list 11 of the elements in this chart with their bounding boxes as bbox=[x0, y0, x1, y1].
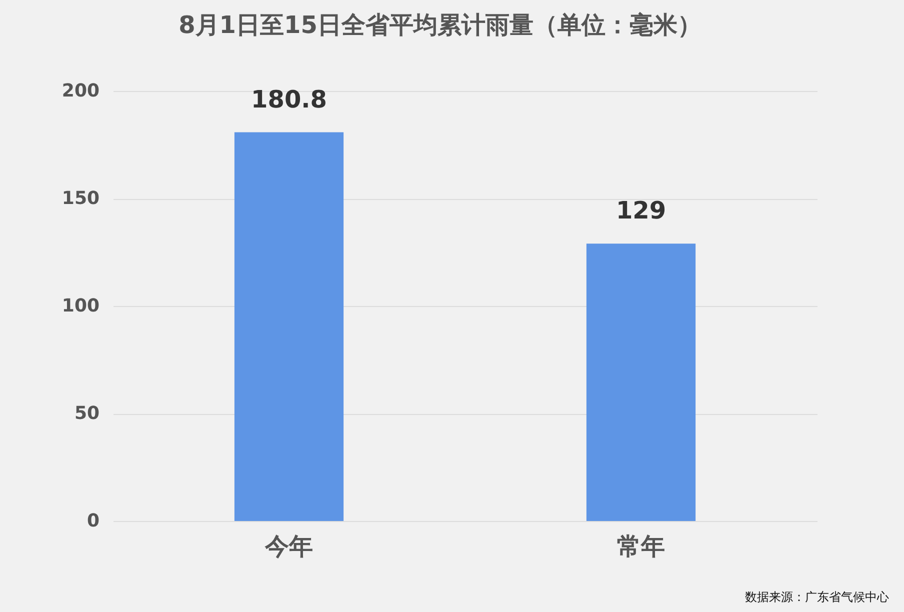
y-tick-label: 150 bbox=[62, 188, 100, 209]
data-label: 180.8 bbox=[251, 85, 327, 114]
x-tick-label: 常年 bbox=[617, 532, 665, 560]
data-label: 129 bbox=[616, 196, 666, 225]
y-tick-label: 50 bbox=[74, 403, 100, 424]
y-tick-label: 200 bbox=[62, 80, 100, 102]
x-tick-label: 今年 bbox=[264, 532, 313, 560]
y-tick-label: 0 bbox=[86, 510, 100, 532]
chart-title: 8月1日至15日全省平均累计雨量（单位：毫米） bbox=[178, 11, 702, 39]
source-note: 数据来源：广东省气候中心 bbox=[745, 590, 889, 604]
y-tick-label: 100 bbox=[62, 296, 100, 316]
